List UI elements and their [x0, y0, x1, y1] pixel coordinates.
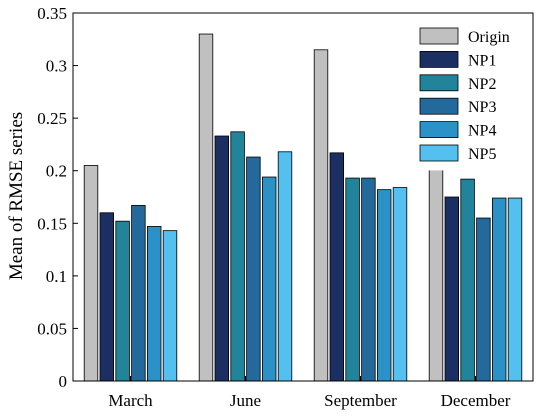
y-tick-label: 0.2 — [46, 162, 67, 181]
bar-np1-september — [329, 152, 345, 382]
legend-label-origin: Origin — [468, 29, 510, 46]
bar-np1-december — [444, 196, 460, 382]
x-tick-label: March — [108, 391, 153, 410]
legend-label-np3: NP3 — [468, 99, 496, 116]
bars-group — [83, 33, 523, 382]
y-tick-label: 0 — [59, 372, 68, 391]
bar-np4-june — [261, 176, 277, 382]
bar-origin-march — [83, 165, 99, 382]
bar-np2-september — [345, 177, 360, 382]
bar-np3-march — [131, 205, 146, 382]
legend-swatch-origin — [419, 27, 459, 45]
bar-np4-september — [376, 189, 392, 382]
bar-np5-september — [392, 187, 408, 382]
legend-swatch-np1 — [419, 51, 459, 68]
bar-np1-march — [99, 212, 115, 382]
y-tick-label: 0.35 — [37, 4, 67, 23]
bar-np4-march — [146, 226, 162, 382]
y-tick-label: 0.1 — [46, 267, 67, 286]
bar-np2-december — [460, 178, 475, 382]
bar-np3-june — [246, 156, 261, 382]
legend-swatch-np5 — [419, 144, 459, 162]
bar-np5-june — [277, 151, 293, 382]
bar-np1-june — [214, 135, 230, 382]
x-tick-label: September — [324, 391, 397, 410]
plot-frame — [72, 12, 534, 382]
x-tick-label: June — [230, 391, 261, 410]
bar-np4-december — [491, 197, 507, 382]
legend-label-np5: NP5 — [468, 146, 496, 163]
bar-np3-december — [476, 217, 491, 382]
bar-np2-march — [115, 220, 130, 382]
y-axis-ticks: 0 0.05 0.1 0.15 0.2 0.25 0.3 0.35 — [37, 4, 78, 391]
legend-label-np4: NP4 — [468, 123, 496, 140]
bar-origin-june — [198, 33, 214, 382]
y-tick-label: 0.25 — [37, 109, 67, 128]
legend-swatch-np4 — [419, 121, 459, 138]
legend-label-np1: NP1 — [468, 52, 496, 69]
legend-swatch-np3 — [419, 97, 459, 115]
legend-label-np2: NP2 — [468, 76, 496, 93]
bar-origin-december — [428, 138, 444, 382]
y-tick-label: 0.15 — [37, 214, 67, 233]
bar-np5-march — [162, 230, 178, 382]
bar-np2-june — [230, 131, 245, 382]
y-tick-label: 0.3 — [46, 57, 67, 76]
legend: Origin NP1 NP2 NP3 NP4 NP5 — [415, 24, 529, 171]
bar-np5-december — [507, 197, 523, 382]
x-axis-ticks: March June September December — [108, 376, 511, 410]
legend-swatch-np2 — [419, 74, 459, 92]
y-tick-label: 0.05 — [37, 319, 67, 338]
bar-np3-september — [361, 177, 376, 382]
y-axis-label: Mean of RMSE series — [6, 112, 27, 280]
bar-origin-september — [313, 49, 329, 382]
x-tick-label: December — [441, 391, 511, 410]
